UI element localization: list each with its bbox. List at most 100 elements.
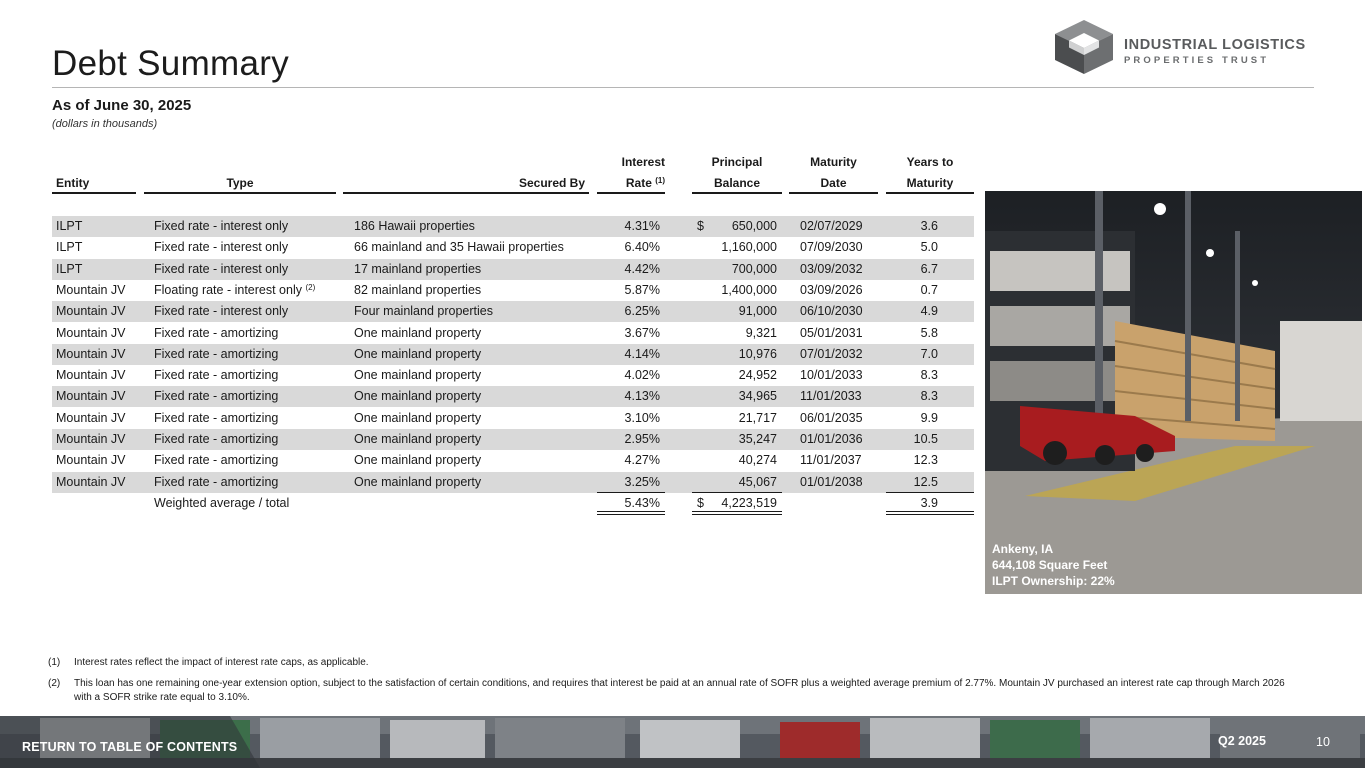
- total-currency: $: [697, 496, 704, 510]
- cell-type: Fixed rate - amortizing: [154, 323, 278, 344]
- header-maturity-line2: Date: [820, 176, 847, 190]
- header-balance-line1: Principal: [711, 155, 763, 169]
- cell-secured-by: 82 mainland properties: [354, 282, 482, 297]
- cell-type-text: Fixed rate - amortizing: [154, 474, 279, 489]
- title-divider: [52, 87, 1314, 88]
- footnote-ref: (2): [305, 282, 316, 292]
- cell-secured-by: One mainland property: [354, 474, 482, 489]
- header-type: Type: [144, 150, 336, 194]
- cell-type: Fixed rate - interest only: [154, 259, 288, 280]
- cell-maturity: 05/01/2031: [800, 325, 863, 340]
- cell-type-text: Fixed rate - amortizing: [154, 432, 279, 446]
- header-underline: [886, 192, 974, 194]
- cell-balance: 45,067: [738, 474, 777, 489]
- header-underline: [343, 192, 589, 194]
- total-rate: 5.43%: [624, 496, 660, 510]
- cell-rate: 2.95%: [624, 432, 660, 446]
- cell-type: Fixed rate - amortizing: [154, 450, 278, 471]
- total-row: Weighted average / total 5.43% $ 4,223,5…: [52, 493, 974, 514]
- total-double-underline: [692, 511, 782, 515]
- total-years: 3.9: [920, 496, 938, 510]
- cell-type: Fixed rate - amortizing: [154, 386, 278, 407]
- cell-entity: Mountain JV: [56, 432, 126, 446]
- cell-maturity: 10/01/2033: [800, 368, 863, 383]
- footnote-text: This loan has one remaining one-year ext…: [74, 678, 1285, 703]
- photo-ownership: ILPT Ownership: 22%: [992, 574, 1115, 588]
- cell-years: 3.6: [920, 219, 938, 233]
- cell-maturity: 11/01/2037: [800, 453, 862, 468]
- total-top-rule: [886, 492, 974, 493]
- cell-maturity: 03/09/2032: [800, 261, 863, 276]
- cell-maturity: 01/01/2038: [800, 474, 863, 489]
- cell-secured-by: 17 mainland properties: [354, 261, 482, 276]
- header-entity: Entity: [52, 150, 136, 194]
- cell-entity: ILPT: [56, 240, 83, 255]
- header-underline: [52, 192, 136, 194]
- cell-maturity: 11/01/2033: [800, 389, 862, 404]
- cell-rate: 4.27%: [624, 453, 660, 468]
- warehouse-photo-image: [985, 191, 1362, 594]
- cell-years: 8.3: [920, 368, 938, 383]
- footer-banner: RETURN TO TABLE OF CONTENTS Q2 2025 10: [0, 716, 1365, 768]
- cell-maturity: 07/01/2032: [800, 346, 863, 361]
- cell-secured-by: One mainland property: [354, 325, 482, 340]
- cell-secured-by: One mainland property: [354, 346, 482, 361]
- footnote-number: (1): [48, 657, 61, 668]
- cell-years: 12.3: [913, 453, 938, 468]
- trucks-banner-image: [0, 716, 1365, 768]
- cell-years: 9.9: [920, 410, 938, 425]
- header-underline: [692, 192, 782, 194]
- cell-rate: 4.02%: [624, 368, 660, 383]
- cell-years: 6.7: [920, 261, 938, 276]
- cell-balance: 1,400,000: [721, 282, 777, 297]
- header-secured-by-label: Secured By: [518, 176, 585, 190]
- cell-type: Fixed rate - interest only: [154, 237, 288, 258]
- cell-entity: Mountain JV: [56, 304, 126, 319]
- header-rate: Interest Rate (1): [597, 150, 665, 194]
- table-row: Mountain JV Fixed rate - amortizing One m…: [52, 429, 974, 450]
- cell-type: Fixed rate - interest only: [154, 216, 288, 237]
- cell-years: 5.0: [920, 240, 938, 255]
- cell-type-text: Fixed rate - interest only: [154, 219, 289, 233]
- cell-years: 4.9: [920, 304, 938, 319]
- company-logo: INDUSTRIAL LOGISTICS PROPERTIES TRUST: [1054, 20, 1324, 74]
- return-to-contents-link[interactable]: RETURN TO TABLE OF CONTENTS: [22, 740, 238, 754]
- cell-entity: Mountain JV: [56, 410, 126, 425]
- property-photo: Ankeny, IA 644,108 Square Feet ILPT Owne…: [985, 191, 1362, 594]
- header-rate-line2: Rate (1): [597, 173, 665, 194]
- cell-type-text: Fixed rate - amortizing: [154, 346, 279, 361]
- cell-maturity: 02/07/2029: [800, 219, 863, 233]
- cell-entity: Mountain JV: [56, 346, 126, 361]
- header-entity-label: Entity: [56, 176, 90, 190]
- header-underline: [789, 192, 878, 194]
- footnote-text: Interest rates reflect the impact of int…: [74, 657, 369, 668]
- logo-text-secondary: PROPERTIES TRUST: [1124, 55, 1270, 66]
- total-top-rule: [692, 492, 782, 493]
- header-rate-line1: Interest: [621, 155, 665, 169]
- cell-secured-by: 66 mainland and 35 Hawaii properties: [354, 240, 564, 255]
- footnote-ref: (1): [655, 176, 665, 185]
- header-rate-label: Rate: [625, 176, 652, 190]
- cell-secured-by: Four mainland properties: [354, 304, 493, 319]
- cell-type-text: Fixed rate - amortizing: [154, 325, 279, 340]
- cell-entity: Mountain JV: [56, 474, 126, 489]
- table-row: Mountain JV Fixed rate - amortizing One m…: [52, 386, 974, 408]
- cell-rate: 4.13%: [624, 389, 660, 404]
- cell-type-text: Fixed rate - amortizing: [154, 389, 279, 404]
- table-row: Mountain JV Fixed rate - amortizing One m…: [52, 408, 974, 429]
- cell-type-text: Floating rate - interest only: [154, 282, 302, 297]
- table-row: Mountain JV Fixed rate - amortizing One m…: [52, 365, 974, 386]
- table-row: Mountain JV Floating rate - interest only…: [52, 280, 974, 301]
- total-balance: 4,223,519: [721, 496, 777, 510]
- cell-secured-by: One mainland property: [354, 389, 482, 404]
- cell-rate: 4.14%: [624, 346, 660, 361]
- cell-balance: 40,274: [738, 453, 777, 468]
- footnote-number: (2): [48, 678, 61, 689]
- cell-entity: Mountain JV: [56, 282, 126, 297]
- table-row: Mountain JV Fixed rate - amortizing One m…: [52, 343, 974, 365]
- cell-balance: 24,952: [738, 368, 777, 383]
- cell-balance: 91,000: [738, 304, 777, 319]
- cell-rate: 3.25%: [624, 474, 660, 489]
- total-double-underline: [597, 511, 665, 515]
- cell-type: Fixed rate - amortizing: [154, 429, 278, 450]
